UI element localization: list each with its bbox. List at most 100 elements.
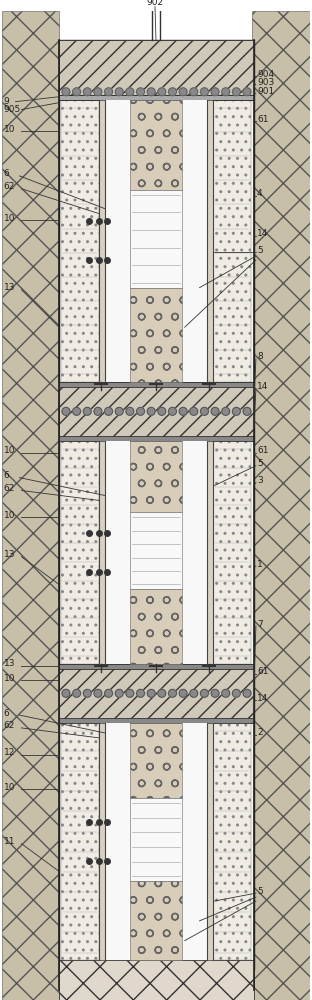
Text: 2: 2 [257,728,262,737]
Text: 5: 5 [257,246,263,255]
Circle shape [190,88,198,96]
Bar [130,723,182,798]
Text: 10: 10 [4,446,15,455]
Bar [61,441,99,664]
Bar [130,100,182,190]
Text: 5: 5 [257,459,263,468]
Bar [207,100,213,382]
Circle shape [243,88,251,96]
Bar [182,723,207,960]
Circle shape [211,689,219,697]
Circle shape [73,407,80,415]
Text: 7: 7 [257,620,263,629]
Circle shape [243,689,251,697]
Text: 1: 1 [257,560,263,569]
Circle shape [179,88,187,96]
Bar [99,723,105,960]
Circle shape [211,88,219,96]
Bar [59,40,254,100]
Circle shape [232,407,240,415]
Circle shape [179,689,187,697]
Circle shape [147,407,155,415]
Circle shape [115,689,123,697]
Bar [130,798,182,881]
Text: 10: 10 [4,783,15,792]
Circle shape [115,407,123,415]
Circle shape [243,407,251,415]
Bar [59,40,254,970]
Text: 903: 903 [257,78,274,87]
Bar [213,723,251,960]
Text: 14: 14 [257,382,268,391]
Bar [105,100,130,382]
Text: 4: 4 [257,189,262,198]
Text: 6: 6 [4,709,9,718]
Text: 14: 14 [257,229,268,238]
Circle shape [222,689,230,697]
Bar [105,441,130,664]
Text: 13: 13 [4,283,15,292]
Text: 61: 61 [257,667,268,676]
Text: 901: 901 [257,87,274,96]
Text: 10: 10 [4,674,15,683]
Circle shape [168,88,176,96]
Circle shape [147,689,155,697]
Bar [130,881,182,960]
Bar [130,512,182,589]
Bar [61,100,99,382]
Text: 61: 61 [257,115,268,124]
Circle shape [222,88,230,96]
Bar [182,100,207,382]
Bar [252,11,310,1000]
Circle shape [94,407,102,415]
Text: 8: 8 [257,352,263,361]
Text: 10: 10 [4,511,15,520]
Bar [2,11,59,1000]
Circle shape [62,689,70,697]
Bar [130,288,182,382]
Circle shape [105,88,113,96]
Bar [59,436,254,441]
Circle shape [73,689,80,697]
Bar [59,95,254,100]
Circle shape [94,689,102,697]
Text: 13: 13 [4,550,15,559]
Text: 62: 62 [4,484,15,493]
Circle shape [179,407,187,415]
Text: 13: 13 [4,659,15,668]
Bar [59,960,254,1000]
Text: 905: 905 [4,105,21,114]
Circle shape [222,407,230,415]
Circle shape [201,689,208,697]
Circle shape [126,88,134,96]
Bar [130,190,182,288]
Text: 10: 10 [4,125,15,134]
Bar [61,723,99,960]
Circle shape [137,689,144,697]
Circle shape [147,88,155,96]
Text: 10: 10 [4,214,15,223]
Circle shape [232,88,240,96]
Circle shape [83,407,91,415]
Circle shape [83,689,91,697]
Circle shape [83,88,91,96]
Circle shape [190,689,198,697]
Text: 62: 62 [4,721,15,730]
Text: 6: 6 [4,471,9,480]
Bar [59,382,254,441]
Circle shape [232,689,240,697]
Bar [59,718,254,723]
Text: 61: 61 [257,446,268,455]
Circle shape [126,689,134,697]
Text: 11: 11 [4,837,15,846]
Text: 3: 3 [257,476,263,485]
Circle shape [137,407,144,415]
Bar [130,589,182,664]
Bar [59,664,254,723]
Circle shape [105,689,113,697]
Circle shape [201,88,208,96]
Circle shape [94,88,102,96]
Circle shape [158,88,166,96]
Circle shape [158,407,166,415]
Text: 12: 12 [4,748,15,757]
